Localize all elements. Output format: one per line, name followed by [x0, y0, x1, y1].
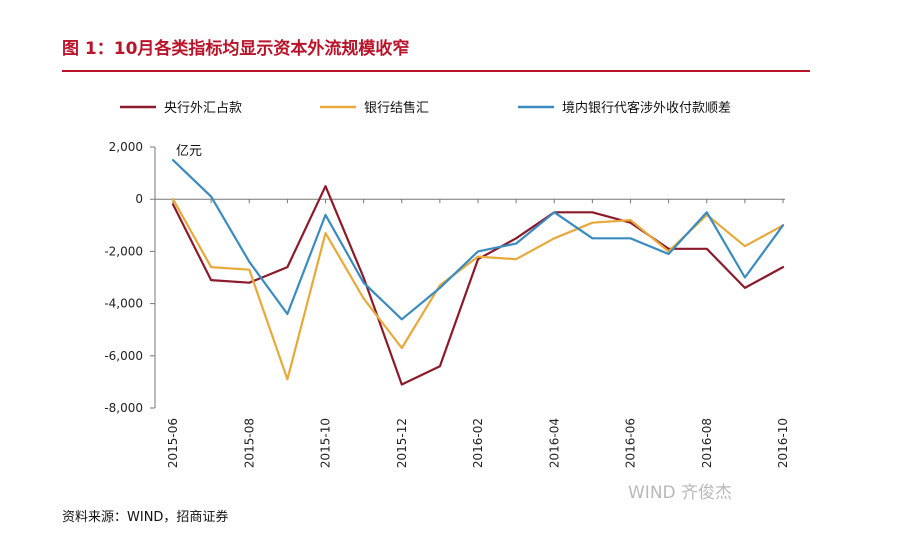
- y-tick-label: -4,000: [104, 297, 143, 311]
- y-tick-label: 2,000: [109, 140, 143, 154]
- x-tick-label: 2015-08: [242, 418, 256, 468]
- series-line-1: [171, 198, 785, 381]
- x-tick-label: 2016-10: [776, 418, 790, 468]
- series-line-0: [171, 185, 785, 386]
- series-line-2: [171, 159, 785, 321]
- axes: 2,000 0 -2,000 -4,000 -6,000 -8,000 2015-06 201…: [104, 140, 790, 468]
- x-tick-label: 2016-06: [624, 418, 638, 468]
- watermark: WIND 齐俊杰: [628, 483, 733, 503]
- x-tick-label: 2015-10: [319, 418, 333, 468]
- unit-label: 亿元: [176, 144, 202, 159]
- source-note: 资料来源：WIND，招商证券: [62, 510, 229, 525]
- x-tick-label: 2015-12: [395, 418, 409, 468]
- legend-label: 境内银行代客涉外收付款顺差: [562, 100, 731, 116]
- x-tick-label: 2016-04: [547, 418, 561, 468]
- y-tick-label: -2,000: [104, 244, 143, 258]
- y-tick-label: -6,000: [104, 349, 143, 363]
- y-tick-label: 0: [135, 192, 143, 206]
- legend-label: 银行结售汇: [364, 100, 429, 116]
- title-divider: [62, 70, 810, 72]
- legend-label: 央行外汇占款: [164, 101, 242, 116]
- chart-title: 图 1：10月各类指标均显示资本外流规模收窄: [62, 39, 410, 59]
- y-tick-label: -8,000: [104, 401, 143, 415]
- x-tick-label: 2016-08: [700, 418, 714, 468]
- x-tick-label: 2015-06: [166, 418, 180, 468]
- x-tick-label: 2016-02: [471, 418, 485, 468]
- series-lines: [171, 159, 785, 386]
- legend: 央行外汇占款 银行结售汇 境内银行代客涉外收付款顺差: [120, 100, 731, 116]
